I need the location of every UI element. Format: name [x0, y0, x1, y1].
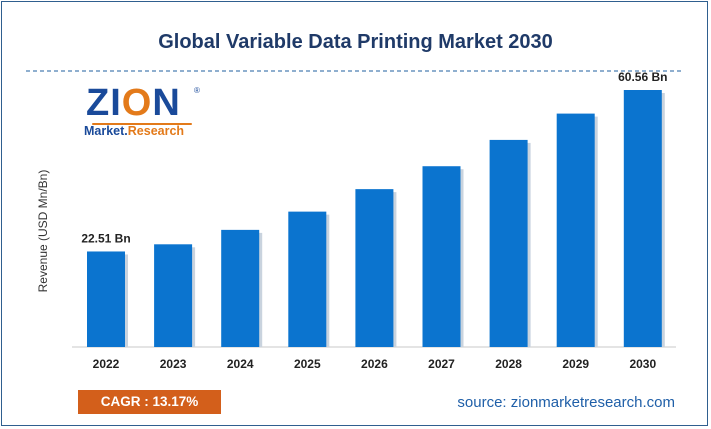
y-axis-label: Revenue (USD Mn/Bn)	[36, 170, 50, 293]
x-tick-2030: 2030	[629, 357, 656, 371]
bar-2029	[556, 113, 595, 347]
x-tick-2022: 2022	[93, 357, 120, 371]
bars-group	[87, 90, 665, 347]
data-label-2030: 60.56 Bn	[618, 70, 667, 84]
bar-2022	[87, 251, 125, 347]
bar-2024	[221, 229, 260, 347]
chart-title: Global Variable Data Printing Market 203…	[158, 31, 553, 53]
source-text: source: zionmarketresearch.com	[457, 394, 675, 411]
data-labels: 22.51 Bn 60.56 Bn	[81, 70, 667, 245]
bar-2028	[489, 139, 528, 347]
x-tick-2028: 2028	[495, 357, 522, 371]
data-label-2022: 22.51 Bn	[81, 231, 130, 245]
bar-2025	[288, 211, 327, 347]
logo-subtitle: Market.Research	[84, 124, 185, 138]
x-tick-2026: 2026	[361, 357, 388, 371]
logo-wordmark: ZION	[86, 82, 181, 124]
x-tick-2029: 2029	[562, 357, 589, 371]
x-tick-2027: 2027	[428, 357, 455, 371]
bar-2026	[355, 189, 394, 347]
x-tick-2025: 2025	[294, 357, 321, 371]
logo-registered-mark: ®	[194, 86, 200, 95]
x-tick-2023: 2023	[160, 357, 187, 371]
cagr-badge: CAGR : 13.17%	[78, 390, 221, 414]
bar-2027	[422, 166, 461, 347]
zion-logo: ZION ® Market.Research	[80, 82, 205, 146]
x-tick-labels: 2022 2023 2024 2025 2026 2027 2028 2029 2030	[93, 357, 657, 371]
bar-2030	[623, 90, 662, 347]
x-tick-2024: 2024	[227, 357, 254, 371]
bar-2023	[154, 244, 193, 347]
logo-swoosh	[92, 123, 192, 125]
